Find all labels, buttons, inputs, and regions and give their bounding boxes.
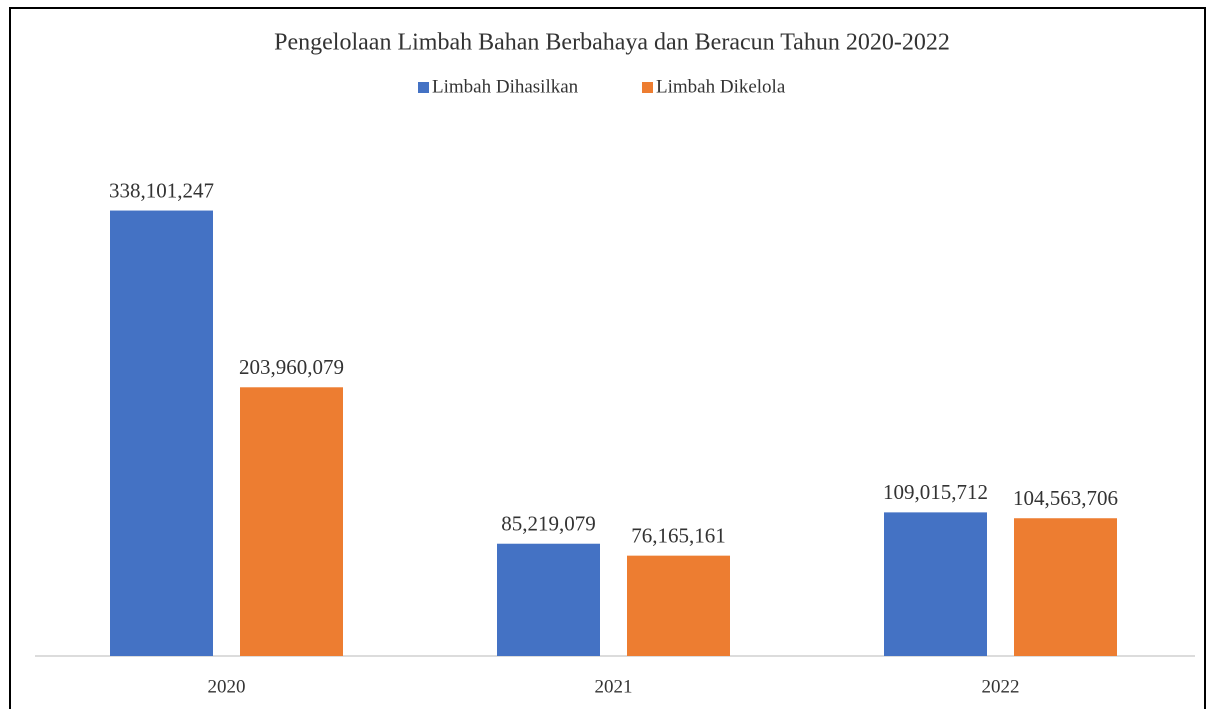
x-tick-label: 2022 xyxy=(982,676,1020,697)
x-tick-label: 2021 xyxy=(595,676,633,697)
bar xyxy=(1014,518,1117,656)
data-label: 76,165,161 xyxy=(631,523,726,547)
legend-swatch xyxy=(418,82,429,93)
data-label: 109,015,712 xyxy=(883,480,988,504)
legend-label: Limbah Dikelola xyxy=(656,76,786,97)
bar xyxy=(497,543,600,656)
legend-label: Limbah Dihasilkan xyxy=(432,76,579,97)
bar xyxy=(110,210,213,656)
bar xyxy=(240,387,343,656)
data-label: 338,101,247 xyxy=(109,178,214,202)
chart-title: Pengelolaan Limbah Bahan Berbahaya dan B… xyxy=(274,30,950,56)
data-label: 203,960,079 xyxy=(239,355,344,379)
x-tick-label: 2020 xyxy=(208,676,246,697)
bar xyxy=(884,512,987,656)
data-label: 104,563,706 xyxy=(1013,486,1118,510)
bar xyxy=(627,555,730,656)
data-label: 85,219,079 xyxy=(501,512,596,536)
legend-swatch xyxy=(642,82,653,93)
